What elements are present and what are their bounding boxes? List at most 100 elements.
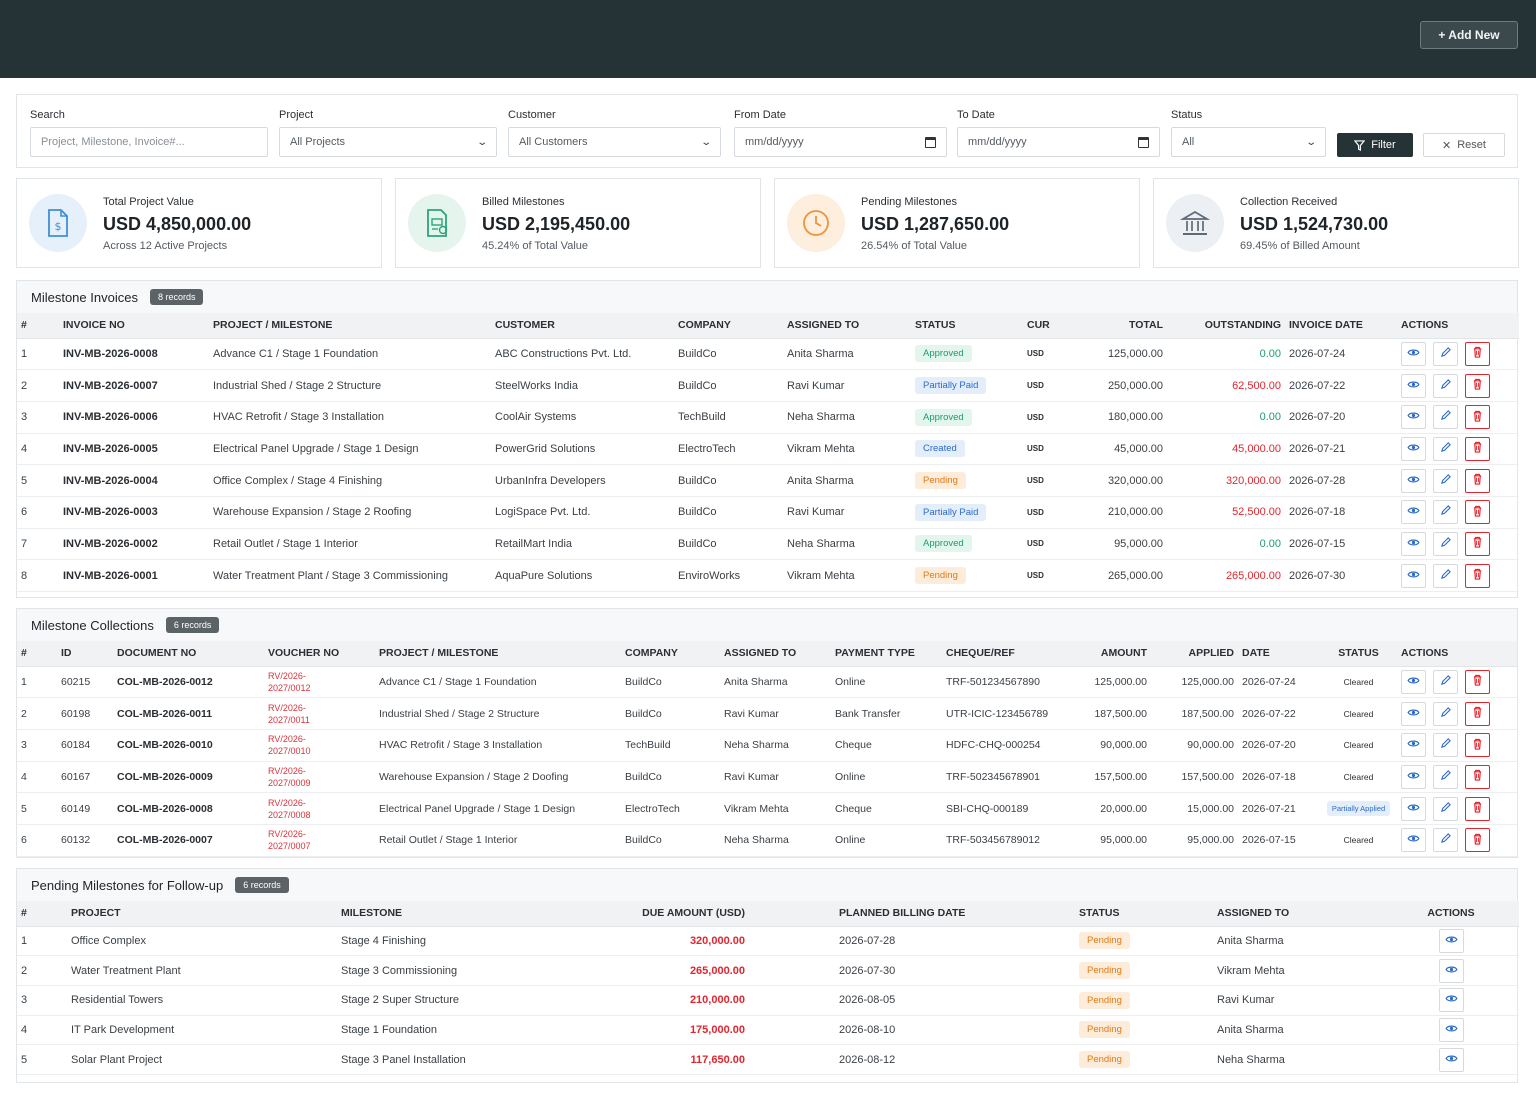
edit-button[interactable] <box>1433 701 1458 726</box>
table-row[interactable]: 7 INV-MB-2026-0002 Retail Outlet / Stage 1… <box>17 528 1519 561</box>
view-button[interactable] <box>1401 669 1426 694</box>
delete-button[interactable] <box>1465 500 1490 525</box>
calendar-icon[interactable] <box>1138 136 1149 148</box>
milestone-name: Stage 4 Finishing <box>337 926 595 957</box>
table-row[interactable]: 5 Solar Plant Project Stage 3 Panel Instal… <box>17 1044 1519 1075</box>
edit-button[interactable] <box>1433 764 1458 789</box>
table-row[interactable]: 3 INV-MB-2026-0006 HVAC Retrofit / Stage 3… <box>17 401 1519 434</box>
edit-button[interactable] <box>1433 531 1458 556</box>
view-button[interactable] <box>1401 468 1426 493</box>
invoice-number[interactable]: INV-MB-2026-0008 <box>59 338 209 371</box>
table-row[interactable]: 2 INV-MB-2026-0007 Industrial Shed / Stage… <box>17 369 1519 402</box>
view-button[interactable] <box>1401 828 1426 853</box>
document-number[interactable]: COL-MB-2026-0012 <box>113 666 264 699</box>
edit-button[interactable] <box>1433 500 1458 525</box>
delete-button[interactable] <box>1465 796 1490 821</box>
view-button[interactable] <box>1438 928 1464 953</box>
table-row[interactable]: 4 INV-MB-2026-0005 Electrical Panel Upgrad… <box>17 433 1519 466</box>
document-number[interactable]: COL-MB-2026-0009 <box>113 761 264 794</box>
table-row[interactable]: 5 60149 COL-MB-2026-0008 RV/2026- 2027/0008 E… <box>17 792 1517 825</box>
pencil-icon <box>1440 770 1451 784</box>
voucher-number-text[interactable]: RV/2026- 2027/0008 <box>268 797 371 821</box>
invoice-number[interactable]: INV-MB-2026-0003 <box>59 496 209 529</box>
table-row[interactable]: 3 60184 COL-MB-2026-0010 RV/2026- 2027/0010 H… <box>17 729 1517 762</box>
to-date-input[interactable]: mm/dd/yyyy <box>957 127 1160 157</box>
invoice-number[interactable]: INV-MB-2026-0002 <box>59 528 209 561</box>
view-button[interactable] <box>1401 341 1426 366</box>
table-row[interactable]: 4 60167 COL-MB-2026-0009 RV/2026- 2027/0009 W… <box>17 761 1517 794</box>
delete-button[interactable] <box>1465 828 1490 853</box>
table-row[interactable]: 2 60198 COL-MB-2026-0011 RV/2026- 2027/0011 I… <box>17 697 1517 730</box>
view-button[interactable] <box>1401 436 1426 461</box>
from-date-input[interactable]: mm/dd/yyyy <box>734 127 947 157</box>
edit-button[interactable] <box>1433 733 1458 758</box>
table-row[interactable]: 1 INV-MB-2026-0008 Advance C1 / Stage 1 Fo… <box>17 338 1519 371</box>
calendar-icon[interactable] <box>925 136 936 148</box>
document-number[interactable]: COL-MB-2026-0010 <box>113 729 264 762</box>
view-button[interactable] <box>1438 958 1464 983</box>
status-select[interactable]: All ⌄ <box>1171 127 1326 157</box>
table-row[interactable]: 4 IT Park Development Stage 1 Foundation 17… <box>17 1015 1519 1046</box>
delete-button[interactable] <box>1465 373 1490 398</box>
search-input[interactable]: Project, Milestone, Invoice#... <box>30 127 268 157</box>
delete-button[interactable] <box>1465 733 1490 758</box>
edit-button[interactable] <box>1433 669 1458 694</box>
delete-button[interactable] <box>1465 405 1490 430</box>
delete-button[interactable] <box>1465 468 1490 493</box>
invoice-number[interactable]: INV-MB-2026-0001 <box>59 559 209 592</box>
invoice-number[interactable]: INV-MB-2026-0007 <box>59 369 209 402</box>
edit-button[interactable] <box>1433 405 1458 430</box>
voucher-number-text[interactable]: RV/2026- 2027/0007 <box>268 828 371 852</box>
reset-button[interactable]: ✕ Reset <box>1423 133 1505 157</box>
invoice-number[interactable]: INV-MB-2026-0006 <box>59 401 209 434</box>
invoice-number[interactable]: INV-MB-2026-0005 <box>59 433 209 466</box>
view-button[interactable] <box>1401 405 1426 430</box>
view-button[interactable] <box>1401 373 1426 398</box>
table-row[interactable]: 1 60215 COL-MB-2026-0012 RV/2026- 2027/0012 A… <box>17 666 1517 699</box>
view-button[interactable] <box>1401 531 1426 556</box>
edit-button[interactable] <box>1433 468 1458 493</box>
edit-button[interactable] <box>1433 563 1458 588</box>
view-button[interactable] <box>1438 988 1464 1013</box>
delete-button[interactable] <box>1465 669 1490 694</box>
view-button[interactable] <box>1401 500 1426 525</box>
voucher-number-text[interactable]: RV/2026- 2027/0012 <box>268 670 371 694</box>
table-row[interactable]: 1 Office Complex Stage 4 Finishing 320,000.… <box>17 926 1519 957</box>
edit-button[interactable] <box>1433 373 1458 398</box>
document-number[interactable]: COL-MB-2026-0011 <box>113 697 264 730</box>
delete-button[interactable] <box>1465 701 1490 726</box>
customer-select[interactable]: All Customers ⌄ <box>508 127 721 157</box>
view-button[interactable] <box>1401 764 1426 789</box>
table-row[interactable]: 6 60132 COL-MB-2026-0007 RV/2026- 2027/0007 R… <box>17 824 1517 857</box>
table-row[interactable]: 6 INV-MB-2026-0003 Warehouse Expansion / S… <box>17 496 1519 529</box>
voucher-number-text[interactable]: RV/2026- 2027/0009 <box>268 765 371 789</box>
table-row[interactable]: 2 Water Treatment Plant Stage 3 Commission… <box>17 955 1519 986</box>
view-button[interactable] <box>1401 563 1426 588</box>
document-number[interactable]: COL-MB-2026-0007 <box>113 824 264 857</box>
view-button[interactable] <box>1438 1017 1464 1042</box>
view-button[interactable] <box>1401 733 1426 758</box>
delete-button[interactable] <box>1465 563 1490 588</box>
view-button[interactable] <box>1401 796 1426 821</box>
project-select[interactable]: All Projects ⌄ <box>279 127 497 157</box>
table-row[interactable]: 5 INV-MB-2026-0004 Office Complex / Stage … <box>17 464 1519 497</box>
voucher-number-text[interactable]: RV/2026- 2027/0010 <box>268 733 371 757</box>
edit-button[interactable] <box>1433 436 1458 461</box>
table-row[interactable]: 3 Residential Towers Stage 2 Super Structu… <box>17 985 1519 1016</box>
document-number[interactable]: COL-MB-2026-0008 <box>113 792 264 825</box>
view-button[interactable] <box>1401 701 1426 726</box>
voucher-number-text[interactable]: RV/2026- 2027/0011 <box>268 702 371 726</box>
edit-button[interactable] <box>1433 796 1458 821</box>
filter-button[interactable]: Filter <box>1337 133 1413 157</box>
table-row[interactable]: 8 INV-MB-2026-0001 Water Treatment Plant /… <box>17 559 1519 592</box>
delete-button[interactable] <box>1465 764 1490 789</box>
delete-button[interactable] <box>1465 436 1490 461</box>
add-new-button[interactable]: + Add New <box>1420 21 1518 49</box>
edit-button[interactable] <box>1433 828 1458 853</box>
delete-button[interactable] <box>1465 531 1490 556</box>
delete-button[interactable] <box>1465 341 1490 366</box>
view-button[interactable] <box>1438 1047 1464 1072</box>
invoice-number[interactable]: INV-MB-2026-0004 <box>59 464 209 497</box>
edit-button[interactable] <box>1433 341 1458 366</box>
table-header-row: # PROJECT MILESTONE DUE AMOUNT (USD) PLANNED… <box>17 901 1519 927</box>
